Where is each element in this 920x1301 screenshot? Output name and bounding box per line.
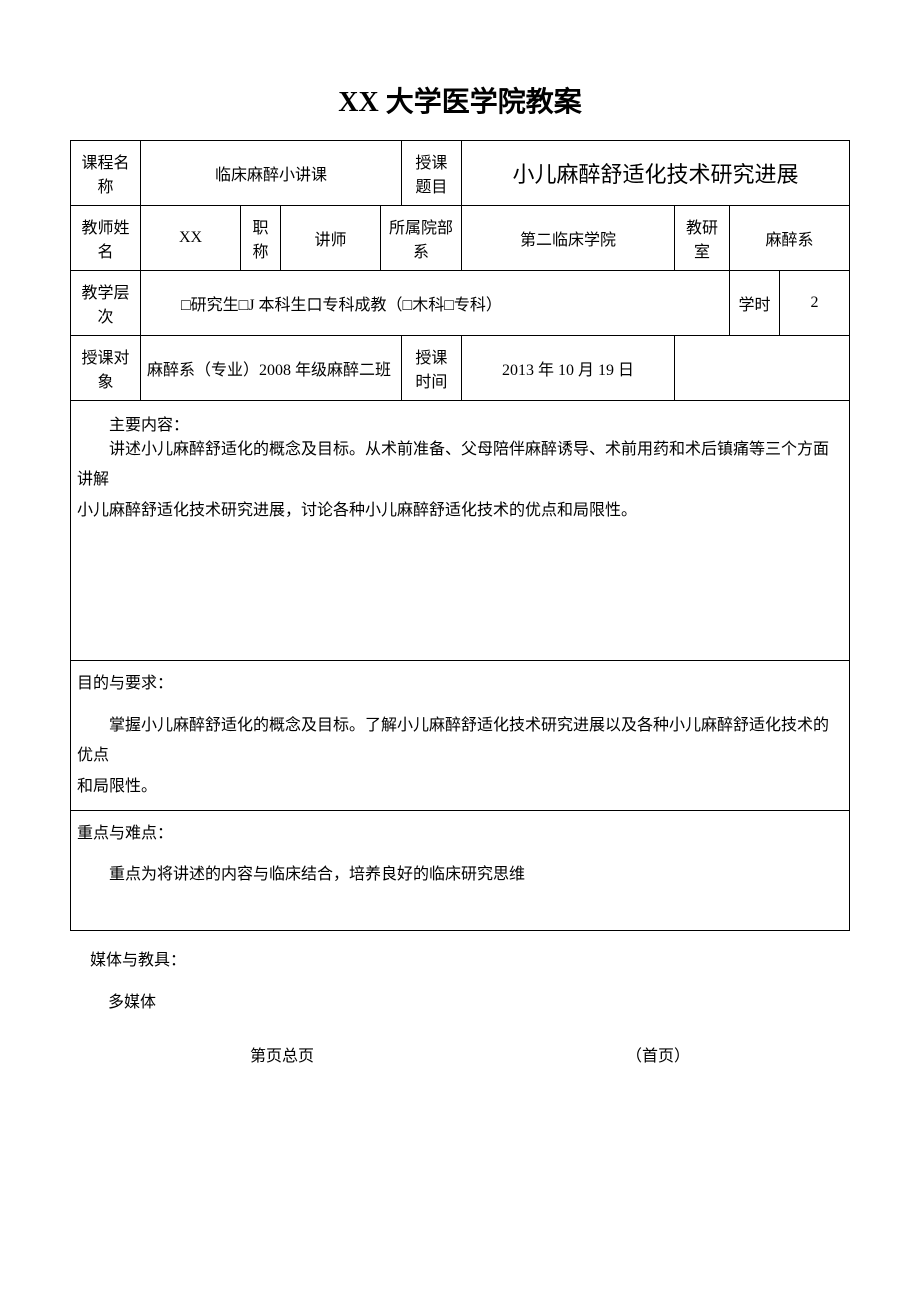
label-title: 职称 (241, 206, 281, 271)
pager-right: （首页） (626, 1042, 690, 1066)
main-content-block: 主要内容： 讲述小儿麻醉舒适化的概念及目标。从术前准备、父母陪伴麻醉诱导、术前用… (71, 401, 850, 661)
objectives-heading: 目的与要求： (77, 669, 843, 693)
label-audience: 授课对象 (71, 336, 141, 401)
media-body: 多媒体 (108, 988, 850, 1012)
value-level: □研究生□J 本科生口专科成教（□木科□专科） (141, 271, 730, 336)
value-department: 第二临床学院 (461, 206, 674, 271)
main-content-line1: 讲述小儿麻醉舒适化的概念及目标。从术前准备、父母陪伴麻醉诱导、术前用药和术后镇痛… (77, 435, 843, 496)
label-hours: 学时 (730, 271, 780, 336)
value-audience: 麻醉系（专业）2008 年级麻醉二班 (141, 336, 402, 401)
value-topic: 小儿麻醉舒适化技术研究进展 (461, 141, 849, 206)
blank-cell (675, 336, 850, 401)
main-content-heading: 主要内容： (77, 411, 843, 435)
objectives-line1: 掌握小儿麻醉舒适化的概念及目标。了解小儿麻醉舒适化技术研究进展以及各种小儿麻醉舒… (77, 711, 843, 772)
label-teacher-name: 教师姓名 (71, 206, 141, 271)
objectives-block: 目的与要求： 掌握小儿麻醉舒适化的概念及目标。了解小儿麻醉舒适化技术研究进展以及… (71, 661, 850, 811)
keypoints-heading: 重点与难点： (77, 819, 843, 843)
label-course-name: 课程名称 (71, 141, 141, 206)
objectives-line2: 和局限性。 (77, 772, 843, 802)
value-time: 2013 年 10 月 19 日 (461, 336, 674, 401)
keypoints-body: 重点为将讲述的内容与临床结合，培养良好的临床研究思维 (77, 861, 843, 890)
value-teacher-name: XX (141, 206, 241, 271)
value-teaching-office: 麻醉系 (730, 206, 850, 271)
main-content-line2: 小儿麻醉舒适化技术研究进展，讨论各种小儿麻醉舒适化技术的优点和局限性。 (77, 496, 843, 526)
keypoints-block: 重点与难点： 重点为将讲述的内容与临床结合，培养良好的临床研究思维 (71, 811, 850, 931)
value-course-name: 临床麻醉小讲课 (141, 141, 402, 206)
pager-left: 第页总页 (250, 1042, 314, 1066)
lesson-plan-table: 课程名称 临床麻醉小讲课 授课题目 小儿麻醉舒适化技术研究进展 教师姓名 XX … (70, 140, 850, 931)
label-topic: 授课题目 (401, 141, 461, 206)
label-time: 授课时间 (401, 336, 461, 401)
label-teaching-office: 教研室 (675, 206, 730, 271)
label-department: 所属院部系 (381, 206, 462, 271)
media-heading: 媒体与教具： (90, 946, 850, 970)
pager-row: 第页总页 （首页） (70, 1042, 850, 1066)
label-level: 教学层次 (71, 271, 141, 336)
document-title: XX 大学医学院教案 (70, 80, 850, 120)
value-title: 讲师 (281, 206, 381, 271)
value-hours: 2 (780, 271, 850, 336)
